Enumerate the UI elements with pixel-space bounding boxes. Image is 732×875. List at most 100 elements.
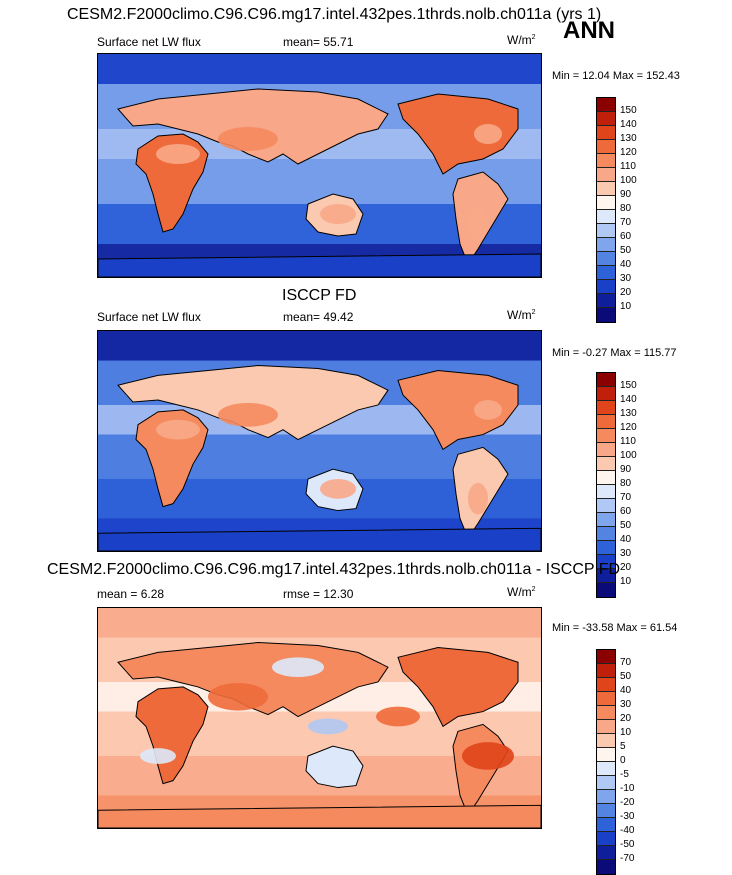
colorbar-label: 150	[620, 105, 637, 116]
field-anomaly	[156, 144, 200, 164]
colorbar-swatch	[597, 457, 615, 471]
field-anomaly	[320, 478, 356, 499]
continent-outline	[98, 253, 541, 277]
field-anomaly	[218, 127, 278, 151]
colorbar-swatch	[597, 308, 615, 322]
colorbar-swatch	[597, 280, 615, 294]
continent-outline	[98, 804, 541, 828]
colorbar-label: 20	[620, 562, 632, 573]
field-anomaly	[156, 419, 200, 440]
field-anomaly	[474, 124, 502, 144]
panel-3-minmax: Min = -33.58 Max = 61.54	[552, 622, 678, 634]
colorbar-swatch	[597, 112, 615, 126]
panel-1-minmax: Min = 12.04 Max = 152.43	[552, 70, 680, 82]
colorbar-label: 30	[620, 548, 632, 559]
colorbar-swatch	[597, 266, 615, 280]
colorbar-label: -5	[620, 769, 629, 780]
field-band	[98, 54, 541, 84]
colorbar-swatch	[597, 678, 615, 692]
panel-3-rmse: rmse = 12.30	[283, 587, 354, 601]
colorbar-label: -20	[620, 797, 635, 808]
colorbar-label: 20	[620, 713, 632, 724]
colorbar-label: -40	[620, 825, 635, 836]
continent-outline	[135, 686, 209, 785]
panel-1-units: W/m2	[507, 33, 536, 47]
colorbar-swatch	[597, 790, 615, 804]
colorbar-swatch	[597, 471, 615, 485]
continent-outline	[397, 646, 519, 728]
panel-1-map	[97, 53, 542, 278]
colorbar-label: 10	[620, 301, 632, 312]
colorbar-swatch	[597, 650, 615, 664]
colorbar-swatch	[597, 168, 615, 182]
colorbar-swatch	[597, 513, 615, 527]
colorbar-swatch	[597, 664, 615, 678]
panel-2-units: W/m2	[507, 308, 536, 322]
colorbar-swatch	[597, 527, 615, 541]
colorbar-swatch	[597, 541, 615, 555]
colorbar-label: -50	[620, 839, 635, 850]
panel-3-mean: mean = 6.28	[97, 587, 165, 601]
colorbar-label: 110	[620, 436, 636, 447]
colorbar-label: 40	[620, 534, 632, 545]
panel-3-map	[97, 607, 542, 829]
panel-3-title: CESM2.F2000climo.C96.C96.mg17.intel.432p…	[47, 561, 621, 578]
colorbar-label: -70	[620, 853, 635, 864]
colorbar-swatch	[597, 387, 615, 401]
colorbar-swatch	[597, 182, 615, 196]
colorbar-swatch	[597, 776, 615, 790]
colorbar-swatch	[597, 818, 615, 832]
field-anomaly	[208, 682, 268, 711]
colorbar-swatch	[597, 98, 615, 112]
colorbar-label: 60	[620, 231, 632, 242]
field-anomaly	[140, 748, 176, 764]
colorbar-label: 150	[620, 380, 637, 391]
colorbar-label: 60	[620, 506, 632, 517]
continent-outline	[117, 365, 389, 441]
colorbar-swatch	[597, 499, 615, 513]
colorbar-swatch	[597, 846, 615, 860]
colorbar-swatch	[597, 762, 615, 776]
colorbar-swatch	[597, 804, 615, 818]
colorbar-swatch	[597, 748, 615, 762]
panel-2-minmax: Min = -0.27 Max = 115.77	[552, 347, 677, 359]
colorbar-label: 70	[620, 492, 632, 503]
colorbar-swatch	[597, 140, 615, 154]
colorbar-label: 90	[620, 464, 632, 475]
colorbar-label: 30	[620, 699, 632, 710]
colorbar-swatch	[597, 415, 615, 429]
colorbar-label: 10	[620, 727, 632, 738]
colorbar-label: 50	[620, 671, 632, 682]
colorbar-swatch	[597, 373, 615, 387]
panel-2-map	[97, 330, 542, 552]
colorbar-label: 0	[620, 755, 626, 766]
colorbar-swatch	[597, 294, 615, 308]
colorbar-label: 40	[620, 685, 632, 696]
colorbar-label: 40	[620, 259, 632, 270]
colorbar-swatch	[597, 485, 615, 499]
colorbar-label: 80	[620, 478, 632, 489]
colorbar-swatch	[597, 860, 615, 874]
colorbar-label: 50	[620, 245, 632, 256]
field-anomaly	[308, 718, 348, 735]
colorbar-swatch	[597, 555, 615, 569]
continent-outline	[98, 527, 541, 551]
colorbar-swatch	[597, 692, 615, 706]
colorbar-swatch	[597, 832, 615, 846]
colorbar-swatch	[597, 238, 615, 252]
colorbar-label: 100	[620, 175, 637, 186]
colorbar-swatch	[597, 429, 615, 443]
panel-2-colorbar	[596, 372, 616, 598]
colorbar-swatch	[597, 401, 615, 415]
colorbar-label: 120	[620, 147, 637, 158]
colorbar-swatch	[597, 154, 615, 168]
colorbar-swatch	[597, 224, 615, 238]
field-band	[98, 608, 541, 638]
colorbar-label: 80	[620, 203, 632, 214]
colorbar-label: 70	[620, 657, 632, 668]
field-anomaly	[468, 482, 488, 515]
season-label: ANN	[563, 17, 615, 44]
colorbar-label: -10	[620, 783, 635, 794]
colorbar-label: 30	[620, 273, 632, 284]
colorbar-label: 90	[620, 189, 632, 200]
